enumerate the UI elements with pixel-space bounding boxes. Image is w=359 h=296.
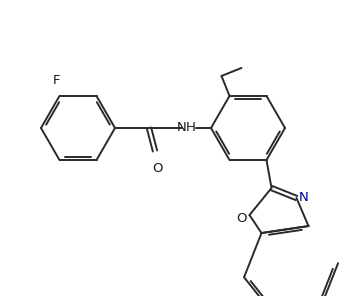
Text: F: F (53, 74, 60, 87)
Text: H: H (186, 120, 196, 133)
Text: N: N (299, 191, 308, 204)
Text: N: N (177, 120, 187, 133)
Text: O: O (152, 162, 162, 175)
Text: O: O (236, 212, 247, 225)
